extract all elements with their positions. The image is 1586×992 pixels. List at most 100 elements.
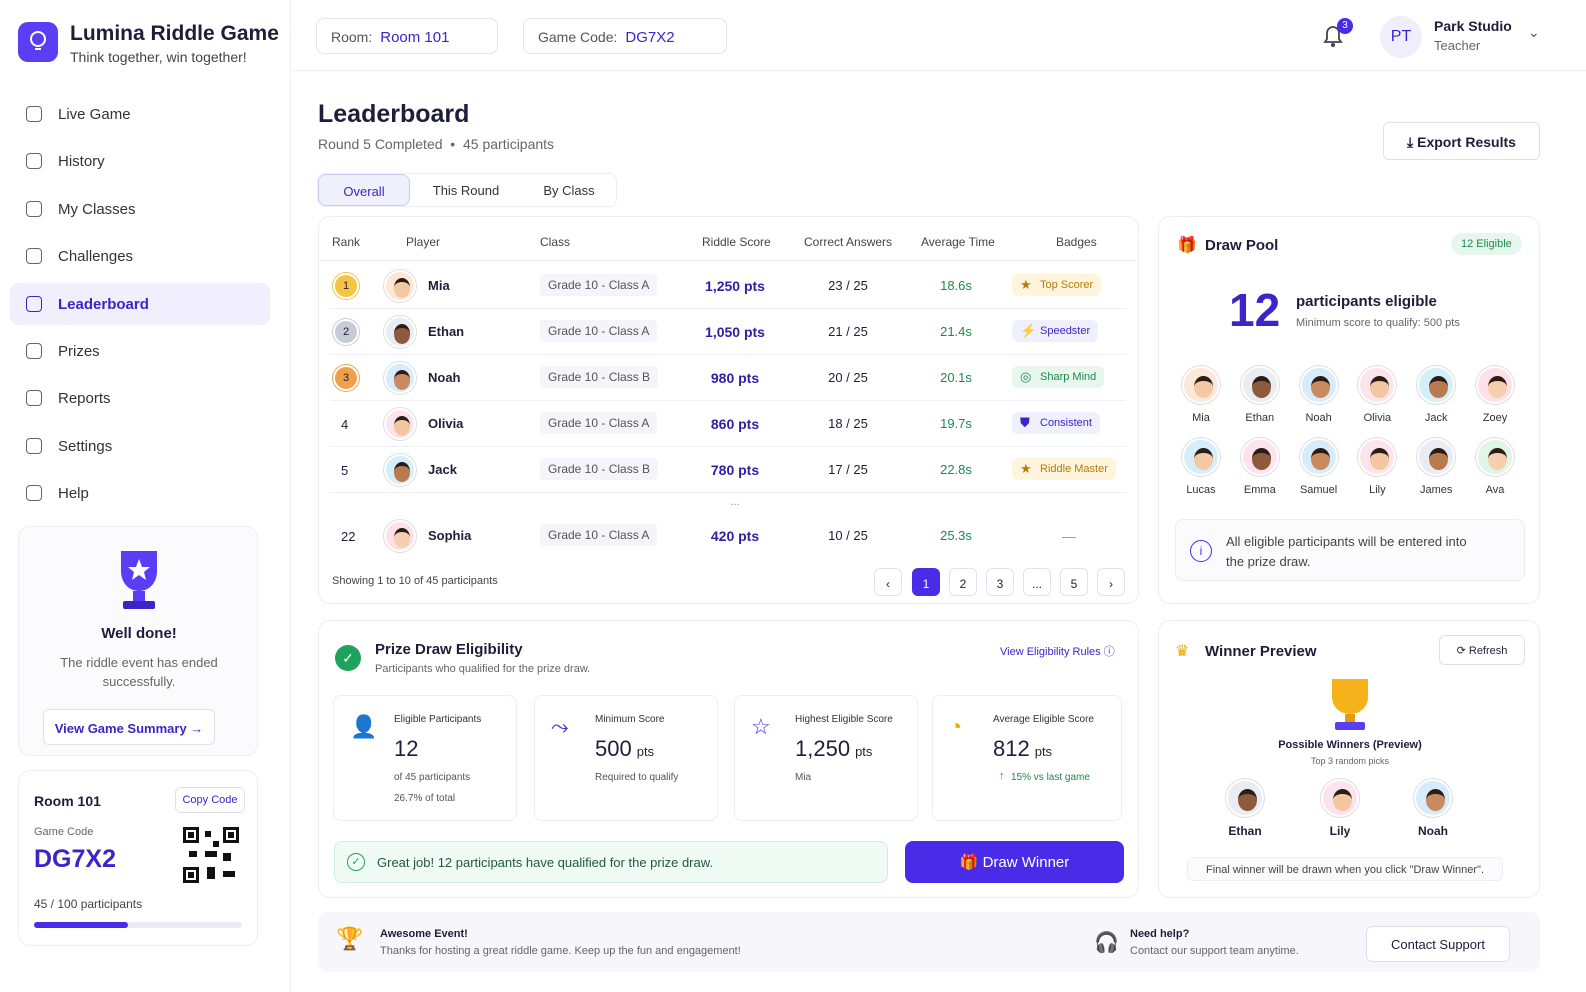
logo <box>18 22 58 62</box>
score: 420 pts <box>710 528 760 544</box>
page-button[interactable]: 2 <box>949 568 977 596</box>
avatar <box>1476 366 1514 404</box>
page-button[interactable]: 3 <box>986 568 1014 596</box>
user-role: Teacher <box>1434 38 1481 53</box>
avatar-face <box>1311 375 1331 399</box>
qr-code <box>183 827 239 883</box>
footer: 🏆 Awesome Event! Thanks for hosting a gr… <box>318 912 1540 972</box>
stat-number: 812 <box>993 736 1030 761</box>
column-header: Player <box>406 235 441 249</box>
avatar-face <box>1369 447 1389 471</box>
avatar <box>384 362 416 394</box>
pool-name: Zoey <box>1482 412 1508 424</box>
refresh-label: Refresh <box>1468 645 1508 657</box>
badge-icon: ◎ <box>1020 369 1032 384</box>
stat-line: Required to qualify <box>595 772 679 783</box>
nav-icon <box>26 106 42 122</box>
tab[interactable]: Overall <box>318 174 410 206</box>
nav-icon <box>26 295 42 312</box>
score: 860 pts <box>710 416 760 432</box>
room-value: Room 101 <box>380 29 450 46</box>
avatar-face <box>1193 375 1213 399</box>
avatar <box>384 316 416 348</box>
stat-line: Mia <box>795 772 812 783</box>
nav-item[interactable]: Prizes <box>10 330 270 372</box>
player-name: Sophia <box>428 528 472 543</box>
avatar <box>1358 438 1397 476</box>
nav-label: Prizes <box>58 343 100 360</box>
nav-item[interactable]: Reports <box>10 377 270 419</box>
badge: Consistent ⛊ <box>1012 412 1100 434</box>
sidebar: Lumina Riddle Game Think together, win t… <box>0 0 291 992</box>
rank-medal: 3 <box>333 365 359 391</box>
column-header: Correct Answers <box>804 235 893 249</box>
nav-label: History <box>58 153 105 171</box>
score: 780 pts <box>710 462 760 478</box>
done-text: The riddle event has ended successfully. <box>60 655 218 689</box>
avatar <box>1182 438 1220 476</box>
page-next[interactable]: › <box>1097 568 1125 596</box>
pool-name: Ava <box>1485 484 1505 496</box>
avatar <box>1182 366 1220 404</box>
pool-name: Samuel <box>1299 484 1338 496</box>
code-chip[interactable]: Game Code: DG7X2 <box>523 18 727 54</box>
avatar-face <box>1428 447 1448 471</box>
logo-icon <box>30 31 46 50</box>
avatar-face <box>1332 788 1352 812</box>
room-title: Room 101 <box>34 793 101 809</box>
help-title: Need help? <box>1130 928 1190 940</box>
room-chip: Room: Room 101 <box>316 18 498 54</box>
nav-item[interactable]: Help <box>10 472 270 514</box>
page-button[interactable]: 5 <box>1060 568 1088 596</box>
nav-item[interactable]: Challenges <box>10 235 270 277</box>
page-button[interactable]: ... <box>1023 568 1051 596</box>
eligibility-title: Prize Draw Eligibility <box>375 641 523 658</box>
tabs <box>317 173 617 207</box>
eligible-label: participants eligible <box>1296 293 1437 310</box>
page-subtitle: Round 5 Completed • 45 participants <box>318 136 555 152</box>
refresh-button[interactable]: ⟳ Refresh <box>1439 635 1525 665</box>
export-button[interactable]: ⤓ Export Results <box>1383 122 1540 160</box>
tab[interactable]: This Round <box>432 183 500 198</box>
draw-winner-button[interactable]: 🎁 Draw Winner <box>905 841 1124 883</box>
user-name: Park Studio <box>1434 18 1512 34</box>
draw-winner-label: Draw Winner <box>982 854 1070 871</box>
player-name: Noah <box>428 370 461 385</box>
eligible-count: 12 <box>1229 284 1281 336</box>
winner-footer: Final winner will be drawn when you clic… <box>1187 857 1503 881</box>
info-icon: i <box>1190 540 1212 562</box>
nav-icon <box>26 485 42 502</box>
stat-value: 12 <box>394 736 418 762</box>
tab[interactable]: By Class <box>543 183 595 198</box>
copy-button[interactable]: Copy Code <box>175 787 245 813</box>
page-prev[interactable]: ‹ <box>874 568 902 596</box>
badge-icon: ⚡ <box>1020 323 1037 338</box>
banner-icon: ✓ <box>347 853 365 871</box>
badge-icon: ⛊ <box>1020 415 1030 430</box>
score: 980 pts <box>710 370 760 386</box>
class-pill: Grade 10 - Class A <box>540 274 658 296</box>
nav-item[interactable]: Settings <box>10 425 270 467</box>
nav-item[interactable]: Leaderboard <box>10 282 270 325</box>
stat-label: Average Eligible Score <box>993 714 1094 725</box>
pool-name: Noah <box>1305 412 1332 424</box>
notification-count: 3 <box>1337 18 1353 34</box>
summary-button[interactable]: View Game Summary → <box>43 709 215 745</box>
nav-item[interactable]: Live Game <box>10 93 270 135</box>
bell-icon[interactable] <box>1320 22 1346 50</box>
qualified-banner: ✓ Great job! 12 participants have qualifi… <box>334 841 888 883</box>
trend-icon: ↑ <box>999 770 1005 782</box>
nav-item[interactable]: History <box>10 140 270 182</box>
eligibility-card: ✓ Prize Draw Eligibility Participants wh… <box>318 620 1139 898</box>
user-menu[interactable]: ⌄ <box>1528 24 1540 40</box>
page-button[interactable]: 1 <box>912 568 940 596</box>
contact-button[interactable]: Contact Support <box>1366 926 1510 962</box>
nav-item[interactable]: My Classes <box>10 188 270 230</box>
avatar-face <box>1487 447 1507 471</box>
trophy-illustration <box>121 551 157 609</box>
badge-icon: ★ <box>1020 461 1032 476</box>
stat-icon: 👤 <box>350 714 378 739</box>
footer-trophy: 🏆 <box>336 926 364 951</box>
correct: 17 / 25 <box>828 462 868 477</box>
rules-link[interactable]: View Eligibility Rules ⓘ <box>1000 646 1115 658</box>
